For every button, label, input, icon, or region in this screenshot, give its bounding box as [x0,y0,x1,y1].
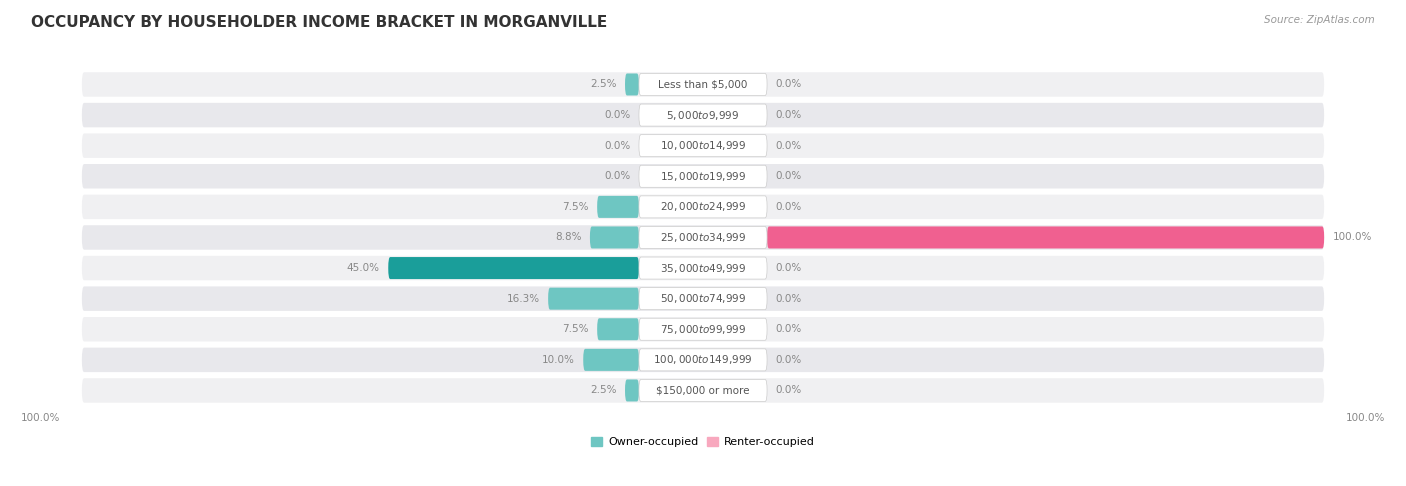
Text: $50,000 to $74,999: $50,000 to $74,999 [659,292,747,305]
FancyBboxPatch shape [548,288,638,310]
FancyBboxPatch shape [82,378,1324,403]
Text: 0.0%: 0.0% [605,171,630,181]
Text: $150,000 or more: $150,000 or more [657,385,749,396]
FancyBboxPatch shape [82,256,1324,280]
Text: 0.0%: 0.0% [776,355,801,365]
Text: $35,000 to $49,999: $35,000 to $49,999 [659,261,747,275]
Text: $100,000 to $149,999: $100,000 to $149,999 [654,353,752,366]
FancyBboxPatch shape [626,380,638,401]
Text: 0.0%: 0.0% [776,171,801,181]
Text: 45.0%: 45.0% [347,263,380,273]
Text: 0.0%: 0.0% [776,324,801,334]
FancyBboxPatch shape [82,286,1324,311]
FancyBboxPatch shape [82,164,1324,189]
Text: 0.0%: 0.0% [776,385,801,396]
Text: OCCUPANCY BY HOUSEHOLDER INCOME BRACKET IN MORGANVILLE: OCCUPANCY BY HOUSEHOLDER INCOME BRACKET … [31,15,607,30]
FancyBboxPatch shape [598,318,638,340]
Text: 0.0%: 0.0% [776,110,801,120]
Text: 0.0%: 0.0% [605,140,630,151]
Text: Source: ZipAtlas.com: Source: ZipAtlas.com [1264,15,1375,25]
FancyBboxPatch shape [82,225,1324,250]
FancyBboxPatch shape [638,73,768,95]
Text: $5,000 to $9,999: $5,000 to $9,999 [666,108,740,122]
Text: 0.0%: 0.0% [776,140,801,151]
Text: 100.0%: 100.0% [1346,413,1385,423]
Text: 8.8%: 8.8% [555,232,582,243]
FancyBboxPatch shape [82,317,1324,342]
FancyBboxPatch shape [638,135,768,156]
Text: 16.3%: 16.3% [506,294,540,304]
Text: $75,000 to $99,999: $75,000 to $99,999 [659,323,747,336]
FancyBboxPatch shape [638,288,768,310]
FancyBboxPatch shape [768,226,1324,248]
Text: $10,000 to $14,999: $10,000 to $14,999 [659,139,747,152]
FancyBboxPatch shape [82,347,1324,372]
Text: $20,000 to $24,999: $20,000 to $24,999 [659,200,747,213]
FancyBboxPatch shape [82,103,1324,127]
Text: 7.5%: 7.5% [562,324,589,334]
FancyBboxPatch shape [638,196,768,218]
Text: 10.0%: 10.0% [541,355,575,365]
FancyBboxPatch shape [638,380,768,401]
FancyBboxPatch shape [638,257,768,279]
Text: 7.5%: 7.5% [562,202,589,212]
FancyBboxPatch shape [583,349,638,371]
Text: 0.0%: 0.0% [605,110,630,120]
FancyBboxPatch shape [638,349,768,371]
Text: 100.0%: 100.0% [21,413,60,423]
Text: 2.5%: 2.5% [591,385,617,396]
FancyBboxPatch shape [591,226,638,248]
FancyBboxPatch shape [638,226,768,248]
Text: 0.0%: 0.0% [776,263,801,273]
FancyBboxPatch shape [626,73,638,95]
Text: $15,000 to $19,999: $15,000 to $19,999 [659,170,747,183]
FancyBboxPatch shape [638,165,768,187]
Legend: Owner-occupied, Renter-occupied: Owner-occupied, Renter-occupied [586,432,820,451]
FancyBboxPatch shape [598,196,638,218]
Text: $25,000 to $34,999: $25,000 to $34,999 [659,231,747,244]
Text: 2.5%: 2.5% [591,80,617,89]
Text: 0.0%: 0.0% [776,294,801,304]
FancyBboxPatch shape [388,257,638,279]
Text: 0.0%: 0.0% [776,80,801,89]
FancyBboxPatch shape [82,72,1324,97]
FancyBboxPatch shape [82,194,1324,219]
FancyBboxPatch shape [638,318,768,340]
Text: Less than $5,000: Less than $5,000 [658,80,748,89]
Text: 0.0%: 0.0% [776,202,801,212]
FancyBboxPatch shape [82,134,1324,158]
FancyBboxPatch shape [638,104,768,126]
Text: 100.0%: 100.0% [1333,232,1372,243]
